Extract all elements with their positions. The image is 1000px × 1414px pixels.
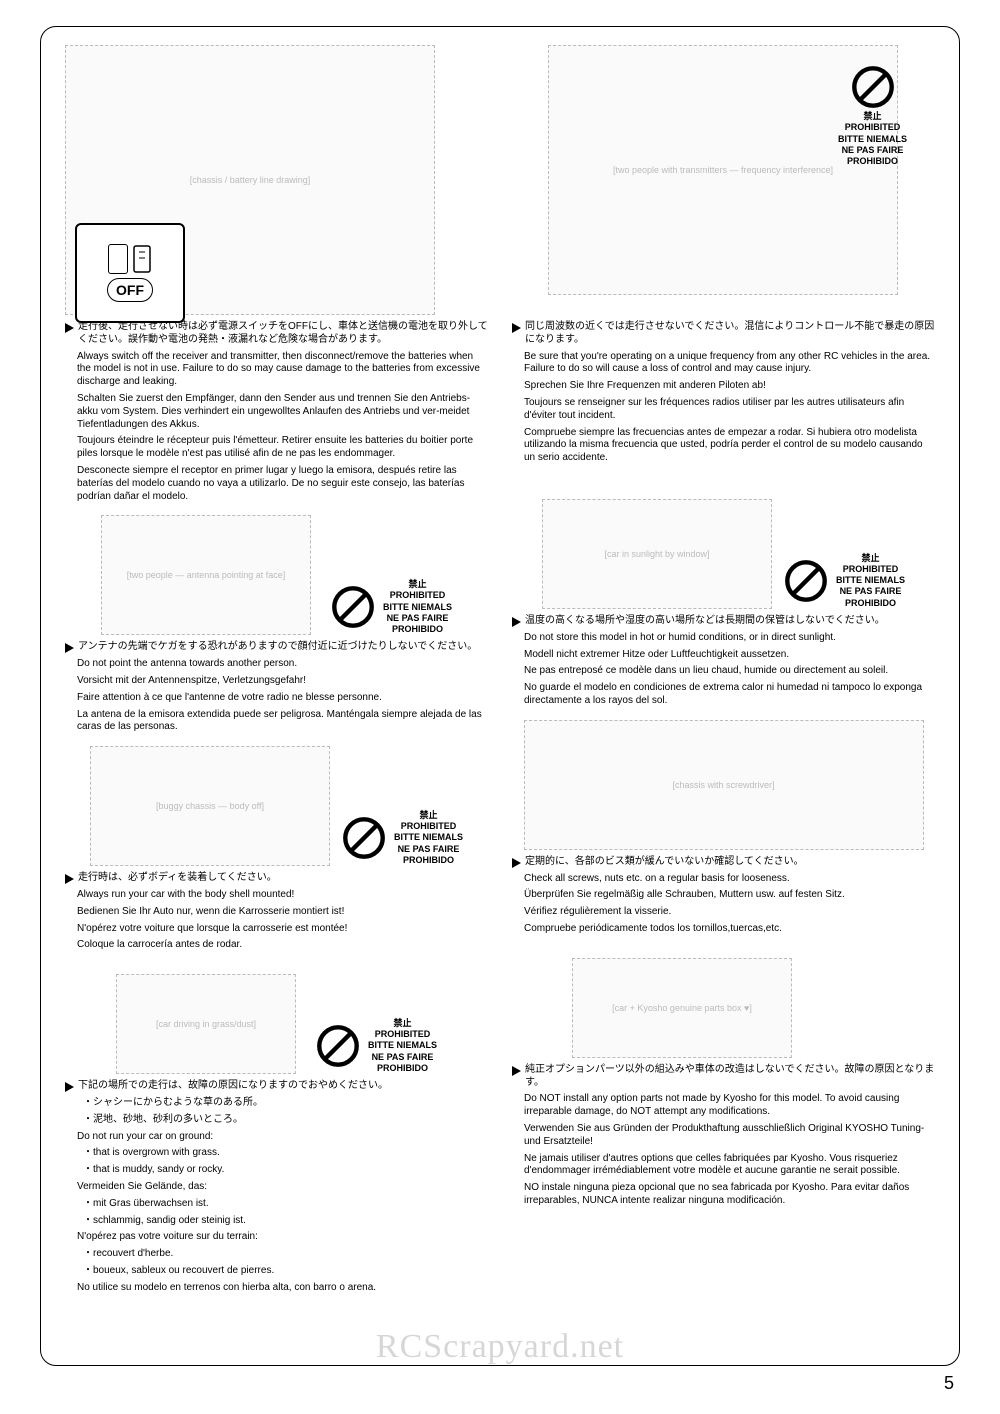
section-body-mounted: 走行時は、必ずボディを装着してください。 Always run your car… <box>65 872 488 952</box>
section-switch-off: 走行後、走行させない時は必ず電源スイッチをOFFにし、車体と送信機の電池を取り外… <box>65 321 488 503</box>
illustration-grass-car: [car driving in grass/dust] <box>116 974 296 1074</box>
illustration-kyosho-parts: [car + Kyosho genuine parts box ♥] <box>572 958 792 1058</box>
prohib-en: PROHIBITED <box>845 122 901 132</box>
off-label: OFF <box>107 278 153 302</box>
prohibited-icon <box>316 1024 360 1068</box>
prohibited-icon <box>342 816 386 860</box>
prohibited-block-top: 禁止 PROHIBITED BITTE NIEMALS NE PAS FAIRE… <box>838 65 907 167</box>
section-frequency: 同じ周波数の近くでは走行させないでください。混信によりコントロール不能で暴走の原… <box>512 321 935 465</box>
section-screws: 定期的に、各部のビス類が緩んでいないか確認してください。 Check all s… <box>512 856 935 936</box>
illustration-screwdriver: [chassis with screwdriver] <box>524 720 924 850</box>
illustration-antenna: [two people — antenna pointing at face] <box>101 515 311 635</box>
section-antenna: アンテナの先端でケガをする恐れがありますので顔付近に近づけたりしないでください。… <box>65 641 488 734</box>
section-genuine-parts: 純正オプションパーツ以外の組込みや車体の改造はしないでください。故障の原因となり… <box>512 1064 935 1208</box>
section-terrain: 下記の場所での走行は、故障の原因になりますのでおやめください。 ・シャシーにから… <box>65 1080 488 1294</box>
prohib-jp: 禁止 <box>863 111 881 121</box>
prohibited-icon <box>331 585 375 629</box>
page-number: 5 <box>944 1373 954 1394</box>
prohibited-icon <box>784 559 828 603</box>
prohib-es: PROHIBIDO <box>847 156 898 166</box>
prohib-de: BITTE NIEMALS <box>838 134 907 144</box>
prohibited-icon <box>851 65 895 109</box>
illustration-buggy-bodyoff: [buggy chassis — body off] <box>90 746 330 866</box>
prohib-fr: NE PAS FAIRE <box>842 145 904 155</box>
section-storage: 温度の高くなる場所や湿度の高い場所などは長期間の保管はしないでください。 Do … <box>512 615 935 708</box>
off-badge: OFF <box>75 223 185 323</box>
illustration-sunlight: [car in sunlight by window] <box>542 499 772 609</box>
